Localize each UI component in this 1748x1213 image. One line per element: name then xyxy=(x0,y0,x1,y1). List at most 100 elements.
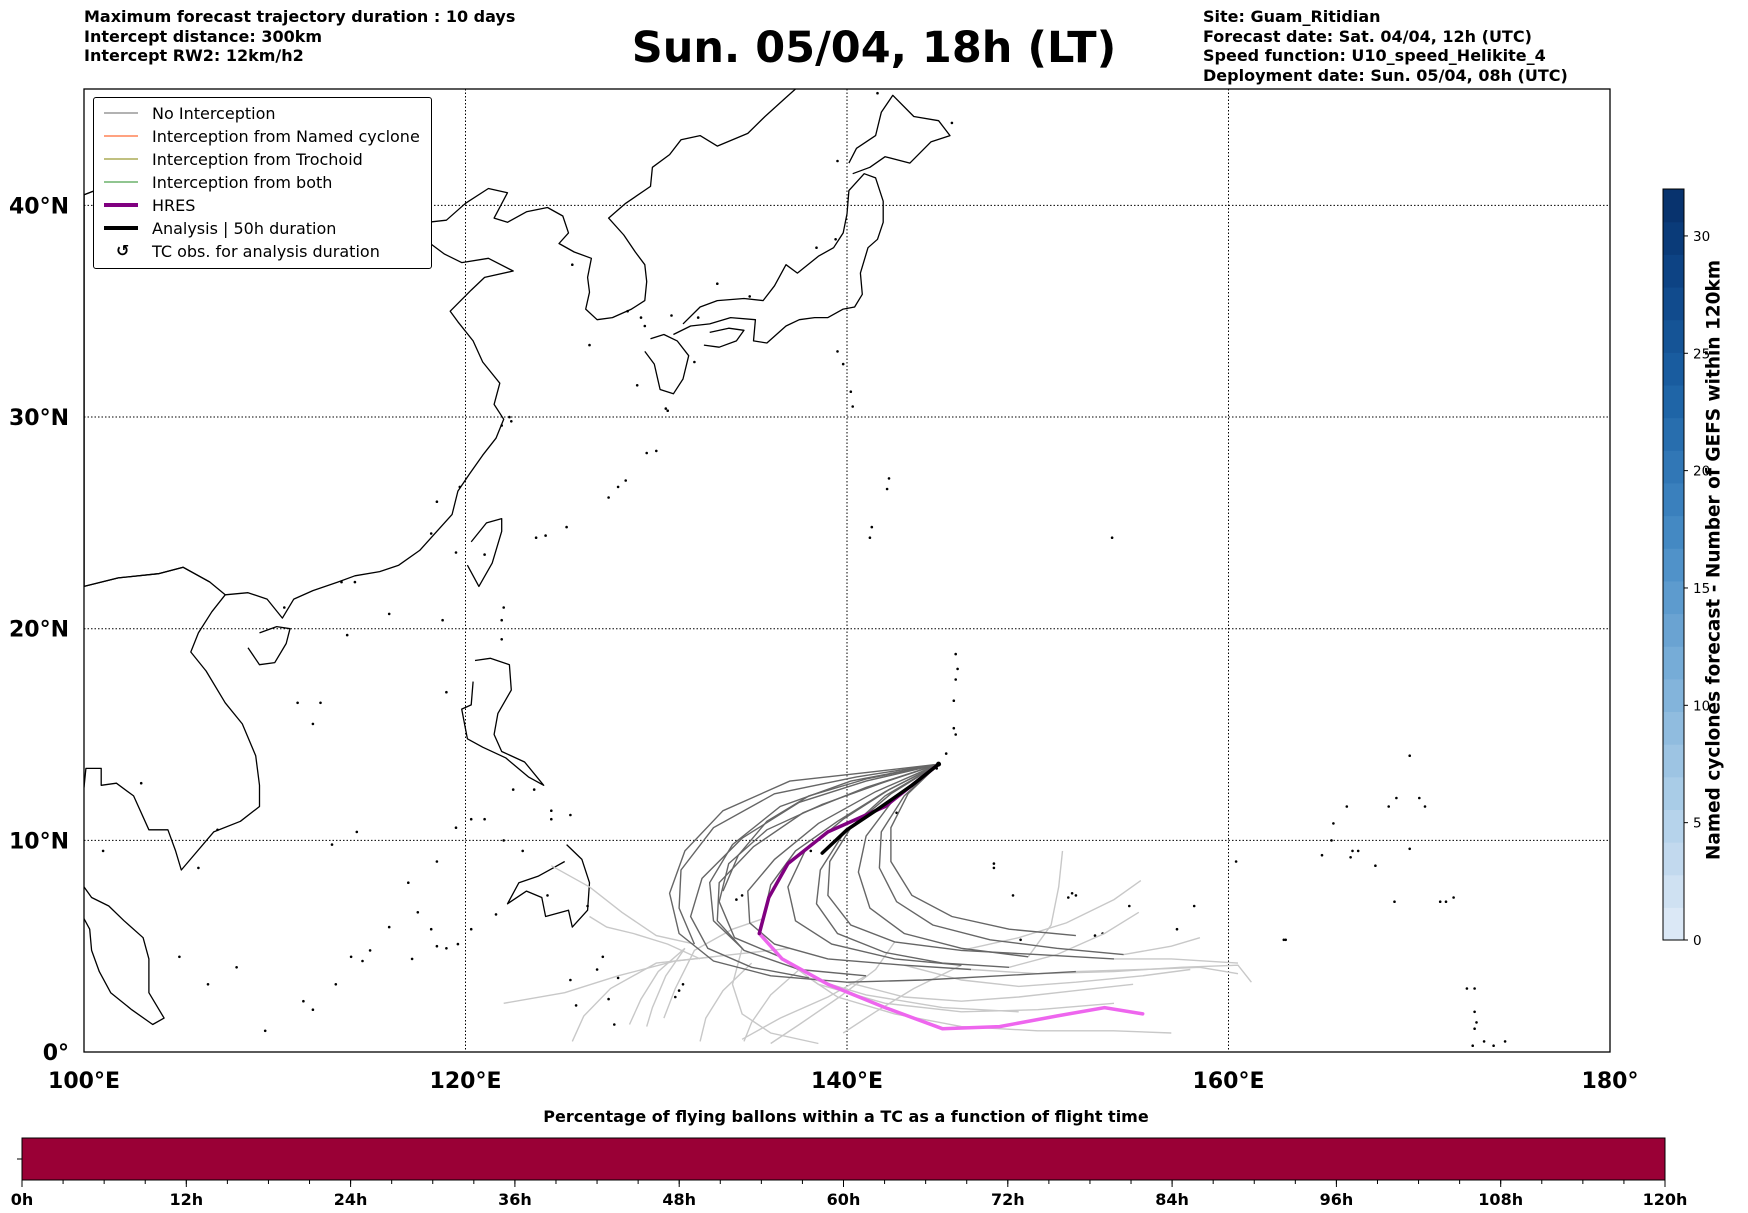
colorbar-segment xyxy=(1663,776,1684,810)
longitude-tick-labels: 100°E 120°E 140°E 160°E 180° xyxy=(48,1069,1638,1094)
colorbar-segment xyxy=(1663,646,1684,680)
legend-line-analysis xyxy=(104,226,138,230)
island xyxy=(655,449,658,453)
island xyxy=(544,534,547,537)
flight-time-tick-label: 96h xyxy=(1320,1190,1354,1209)
island xyxy=(1423,805,1427,808)
tc-obs-marker-icon: ↺ xyxy=(116,241,130,260)
island xyxy=(1128,904,1131,908)
flight-time-bar: 0h 12h 24h 36h 48h 60h 72h 84h 96h 108h 120h xyxy=(11,1137,1687,1209)
island xyxy=(954,678,957,681)
colorbar-tick-label: 15 xyxy=(1693,581,1710,597)
island xyxy=(1093,934,1097,937)
header-speed-function: Speed function: U10_speed_Helikite_4 xyxy=(1203,46,1546,65)
island xyxy=(1284,938,1287,942)
ensemble-trajectory-light xyxy=(589,915,701,960)
lat-tick-label: 10°N xyxy=(9,829,69,854)
island xyxy=(469,817,473,821)
island xyxy=(216,828,219,832)
hres-trajectory-extended xyxy=(757,931,1145,1031)
island xyxy=(546,894,549,897)
lat-tick-label: 40°N xyxy=(9,194,69,219)
lon-tick-label: 100°E xyxy=(48,1069,120,1094)
colorbar-segment xyxy=(1663,286,1684,321)
legend-line-hres xyxy=(104,203,138,207)
colorbar-segment xyxy=(1663,450,1684,484)
island xyxy=(368,949,372,952)
coastline xyxy=(84,886,165,1026)
colorbar-segment xyxy=(1663,482,1684,517)
island xyxy=(677,989,681,992)
lat-tick-label: 30°N xyxy=(9,406,69,431)
island xyxy=(607,997,610,1001)
coastline xyxy=(247,625,291,666)
header-intercept-rw2: Intercept RW2: 12km/h2 xyxy=(84,46,304,65)
island xyxy=(868,536,872,539)
island xyxy=(1475,1021,1478,1024)
header-forecast-date: Forecast date: Sat. 04/04, 12h (UTC) xyxy=(1203,26,1532,46)
ensemble-trajectory-light xyxy=(699,962,753,1042)
island xyxy=(1110,536,1114,539)
island xyxy=(340,580,343,584)
island xyxy=(311,722,315,726)
island xyxy=(809,849,813,853)
island xyxy=(445,690,448,694)
colorbar-segment xyxy=(1663,548,1684,582)
island xyxy=(836,159,839,163)
island xyxy=(735,898,738,901)
island xyxy=(870,525,874,529)
island xyxy=(574,1004,578,1007)
ensemble-trajectory xyxy=(815,763,1010,968)
island xyxy=(387,925,391,929)
launch-site-marker xyxy=(936,761,942,767)
island xyxy=(624,479,627,482)
colorbar-segment xyxy=(1663,319,1684,353)
colorbar-segment xyxy=(1663,678,1684,713)
ensemble-trajectory-light xyxy=(1027,850,1064,958)
island xyxy=(613,1023,616,1026)
main-title: Sun. 05/04, 18h (LT) xyxy=(631,23,1117,73)
ensemble-trajectory-light xyxy=(970,964,1252,983)
island xyxy=(954,733,957,736)
colorbar-segment xyxy=(1663,384,1684,419)
island xyxy=(345,633,349,637)
island xyxy=(532,788,536,791)
island xyxy=(885,487,889,491)
island xyxy=(836,350,839,353)
island xyxy=(330,843,334,846)
ensemble-light-trajectories xyxy=(503,850,1252,1045)
island xyxy=(992,862,996,865)
island xyxy=(571,263,574,267)
ensemble-trajectory xyxy=(689,763,939,979)
island xyxy=(429,532,433,535)
island xyxy=(639,316,643,319)
legend-line-named-cyclone xyxy=(104,135,138,137)
island xyxy=(1387,805,1390,808)
island xyxy=(748,295,751,298)
island xyxy=(1332,822,1335,825)
ensemble-trajectory xyxy=(878,763,1124,956)
legend-item-analysis: Analysis | 50h duration xyxy=(102,217,336,239)
coastline xyxy=(644,333,690,395)
colorbar-segment xyxy=(1663,254,1684,288)
coastline xyxy=(848,94,951,175)
island xyxy=(456,942,460,946)
island xyxy=(1473,1010,1476,1014)
island xyxy=(387,612,391,616)
island xyxy=(508,415,511,419)
island xyxy=(1465,987,1469,990)
island xyxy=(607,496,610,499)
island xyxy=(1067,896,1070,899)
flight-time-bar-fill xyxy=(21,1137,1666,1181)
map-frame xyxy=(83,88,1611,1053)
island xyxy=(586,904,589,908)
island xyxy=(1444,900,1448,903)
island xyxy=(139,781,143,785)
island xyxy=(895,811,898,815)
header-deployment-date: Deployment date: Sun. 05/04, 08h (UTC) xyxy=(1203,65,1568,85)
island xyxy=(952,726,956,730)
colorbar-segment xyxy=(1663,515,1684,549)
island xyxy=(1175,927,1179,931)
colorbar-tick-label: 10 xyxy=(1693,698,1710,714)
island xyxy=(616,485,620,489)
